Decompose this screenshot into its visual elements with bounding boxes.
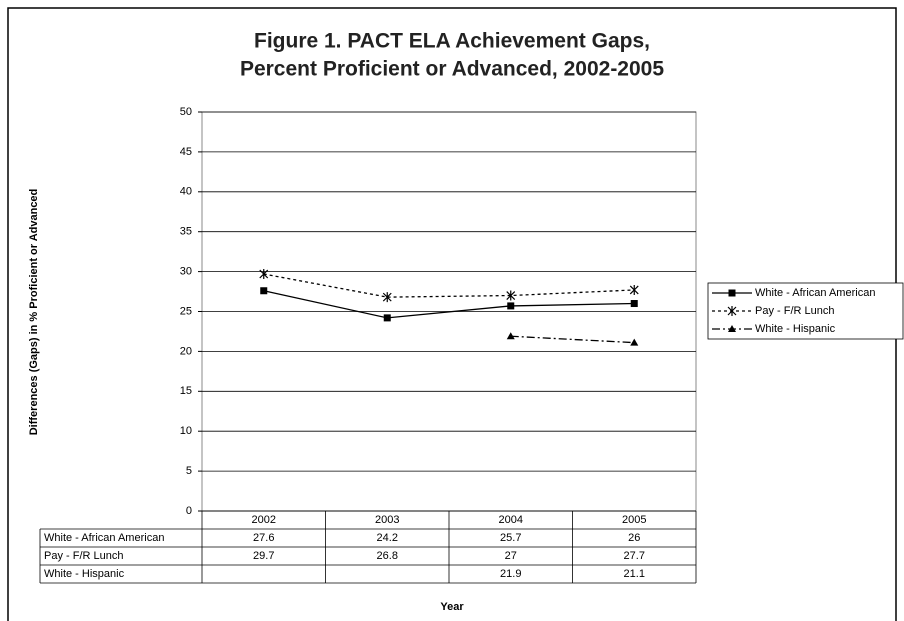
table-cell: 27 xyxy=(505,550,517,562)
table-cell: 26.8 xyxy=(377,550,398,562)
marker xyxy=(506,290,516,301)
y-tick-label: 5 xyxy=(186,465,192,477)
table-cell: 24.2 xyxy=(377,532,398,544)
series-line xyxy=(510,335,635,344)
marker xyxy=(630,338,639,346)
y-tick-label: 50 xyxy=(180,106,192,118)
y-tick-label: 10 xyxy=(180,425,192,437)
table-cell: 21.9 xyxy=(500,568,521,580)
y-tick-label: 45 xyxy=(180,146,192,158)
y-tick-label: 0 xyxy=(186,505,192,517)
chart-title: Figure 1. PACT ELA Achievement Gaps, xyxy=(254,30,650,53)
table-cell: 21.1 xyxy=(624,568,645,580)
y-tick-label: 40 xyxy=(180,186,192,198)
series-line xyxy=(263,273,635,298)
table-row-label: White - Hispanic xyxy=(44,568,125,580)
legend-box xyxy=(707,282,904,340)
table-header: 2003 xyxy=(375,514,399,526)
x-axis-label: Year xyxy=(440,601,464,613)
y-axis-label: Differences (Gaps) in % Proficient or Ad… xyxy=(28,189,40,436)
y-tick-label: 25 xyxy=(180,305,192,317)
y-tick-label: 20 xyxy=(180,345,192,357)
marker xyxy=(507,302,515,310)
table-cell: 27.6 xyxy=(253,532,274,544)
table-cell: 25.7 xyxy=(500,532,521,544)
y-tick-label: 35 xyxy=(180,226,192,238)
legend-label: White - Hispanic xyxy=(755,323,836,335)
marker xyxy=(383,314,391,322)
legend-marker xyxy=(728,289,736,297)
table-row-label: White - African American xyxy=(44,532,164,544)
table-cell: 29.7 xyxy=(253,550,274,562)
y-tick-label: 30 xyxy=(180,266,192,278)
marker xyxy=(259,268,269,279)
table-cell: 26 xyxy=(628,532,640,544)
table-row-label: Pay - F/R Lunch xyxy=(44,550,123,562)
marker xyxy=(506,332,515,340)
marker xyxy=(382,292,392,303)
chart-title: Percent Proficient or Advanced, 2002-200… xyxy=(240,58,664,81)
legend-label: White - African American xyxy=(755,287,875,299)
table-cell: 27.7 xyxy=(624,550,645,562)
legend-marker xyxy=(727,306,737,316)
table-header: 2002 xyxy=(252,514,276,526)
legend-marker xyxy=(728,325,736,332)
table-header: 2004 xyxy=(499,514,523,526)
series-line xyxy=(263,290,635,319)
marker xyxy=(260,287,268,295)
legend-label: Pay - F/R Lunch xyxy=(755,305,834,317)
marker xyxy=(629,284,639,295)
y-tick-label: 15 xyxy=(180,385,192,397)
marker xyxy=(630,300,638,308)
table-header: 2005 xyxy=(622,514,646,526)
